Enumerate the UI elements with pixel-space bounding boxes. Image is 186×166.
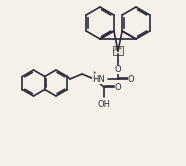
FancyBboxPatch shape: [113, 46, 123, 55]
Text: O: O: [115, 65, 121, 74]
Text: O: O: [128, 75, 134, 83]
Text: O: O: [115, 83, 121, 91]
Text: OH: OH: [97, 100, 110, 109]
Text: Ar*: Ar*: [114, 47, 122, 52]
Text: *: *: [93, 71, 97, 77]
Text: HN: HN: [92, 75, 105, 83]
